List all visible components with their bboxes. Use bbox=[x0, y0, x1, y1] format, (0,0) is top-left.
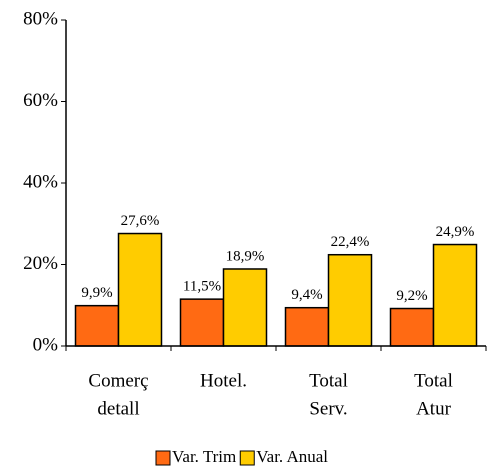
x-tick-label: Serv. bbox=[309, 398, 347, 419]
value-label: 22,4% bbox=[331, 234, 370, 250]
bar bbox=[222, 268, 268, 347]
legend-label: Var. Anual bbox=[256, 447, 328, 466]
value-label: 24,9% bbox=[436, 224, 475, 240]
bar bbox=[74, 304, 120, 347]
y-tick-label: 0% bbox=[33, 334, 59, 355]
bar bbox=[117, 232, 163, 347]
legend-swatch bbox=[155, 450, 171, 466]
bar bbox=[327, 253, 373, 347]
value-label: 27,6% bbox=[121, 213, 160, 229]
x-tick-label: Total bbox=[309, 370, 348, 391]
x-tick-label: Total bbox=[414, 370, 453, 391]
bar bbox=[432, 243, 478, 347]
value-label: 9,9% bbox=[81, 285, 112, 301]
x-tick-label: Atur bbox=[416, 398, 452, 419]
x-tick-label: Comerç bbox=[88, 370, 148, 391]
y-tick-label: 80% bbox=[23, 8, 58, 29]
y-tick-label: 20% bbox=[23, 253, 58, 274]
x-tick-label: detall bbox=[97, 398, 139, 419]
bar bbox=[179, 298, 225, 347]
y-tick-label: 40% bbox=[23, 171, 58, 192]
value-label: 9,4% bbox=[291, 287, 322, 303]
bar bbox=[389, 307, 435, 347]
value-label: 18,9% bbox=[226, 248, 265, 264]
x-tick-label: Hotel. bbox=[200, 370, 247, 391]
bar bbox=[284, 306, 330, 347]
value-label: 9,2% bbox=[396, 288, 427, 304]
legend-swatch bbox=[239, 450, 255, 466]
value-label: 11,5% bbox=[183, 279, 221, 295]
legend-label: Var. Trim bbox=[172, 447, 236, 466]
y-tick-label: 60% bbox=[23, 90, 58, 111]
